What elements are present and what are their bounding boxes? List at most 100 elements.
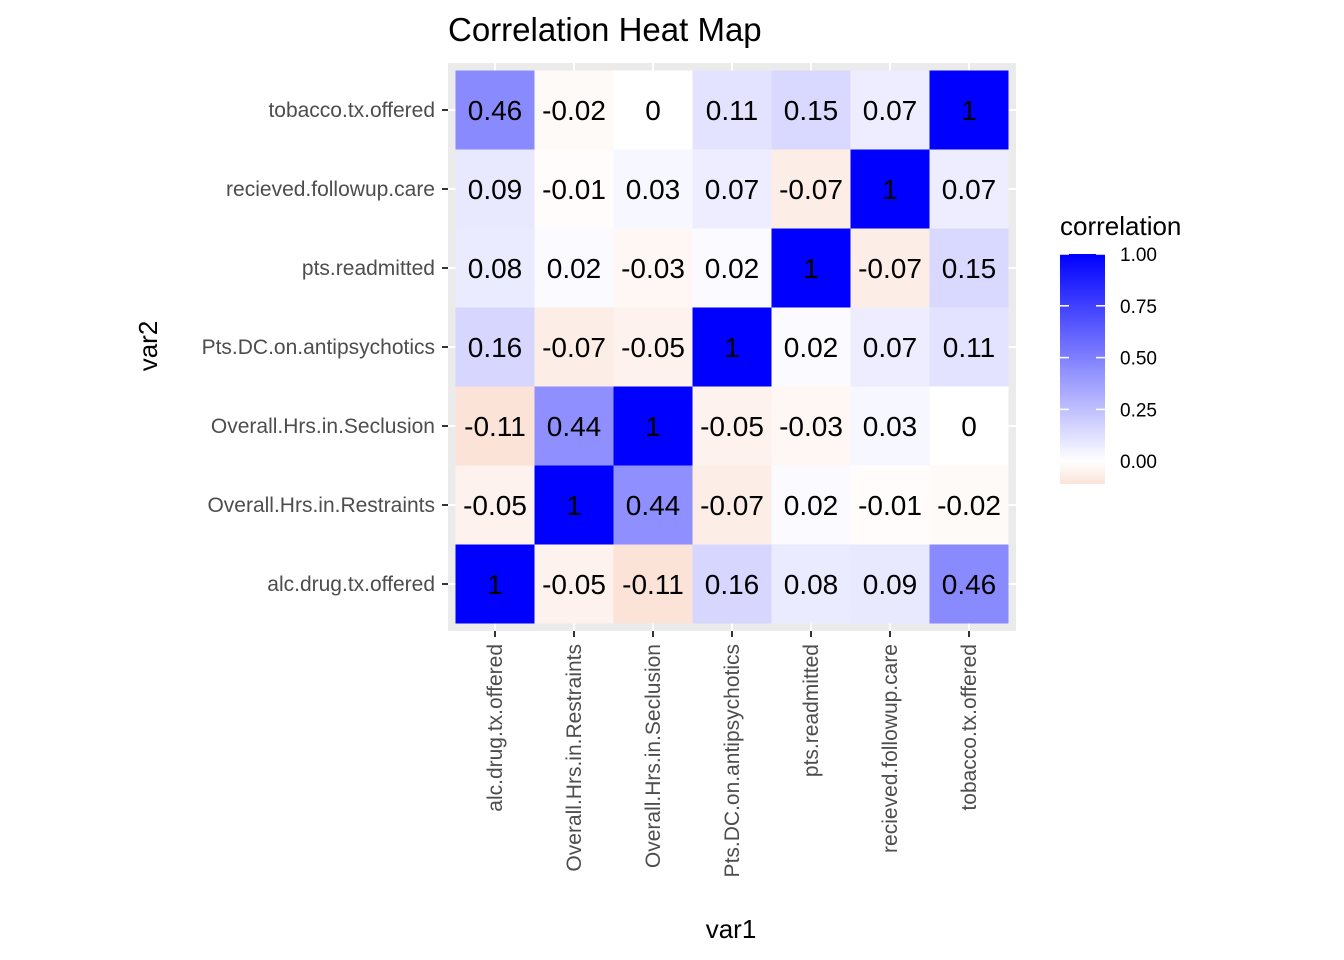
heatmap-cell [613,228,693,308]
cell-value-label: 0.15 [942,253,997,284]
y-tick-label: pts.readmitted [302,257,435,280]
heatmap-cell [613,544,693,624]
heatmap-cell [929,307,1009,387]
heatmap-cell [534,149,614,229]
x-axis-title: var1 [706,914,757,944]
cell-value-label: 0.16 [468,332,523,363]
cell-value-label: 0.02 [784,490,839,521]
heatmap-cell [771,544,851,624]
cell-value-label: -0.07 [779,174,843,205]
cell-value-label: 0.09 [863,569,918,600]
cell-value-label: 0.16 [705,569,760,600]
heatmap-cell [929,70,1009,150]
cell-value-label: 1 [882,174,898,205]
cell-value-label: -0.02 [542,95,606,126]
y-tick-label: recieved.followup.care [226,178,435,201]
heatmap-cell [929,465,1009,545]
cell-value-label: 0.11 [943,332,995,363]
heatmap-cell [692,149,772,229]
heatmap-cell [455,465,535,545]
cell-value-label: 1 [961,95,977,126]
heatmap-cell [850,149,930,229]
cell-value-label: 1 [645,411,661,442]
cell-value-label: -0.03 [621,253,685,284]
cell-value-label: 0.07 [705,174,760,205]
heatmap-cell [850,307,930,387]
cell-value-label: -0.05 [463,490,527,521]
heatmap-cell [613,70,693,150]
heatmap-cell [613,386,693,466]
legend-tick-label: 0.75 [1120,297,1157,318]
cell-value-label: 1 [803,253,819,284]
cell-value-label: 0.07 [942,174,997,205]
cell-value-label: -0.07 [542,332,606,363]
legend-tick-label: 0.25 [1120,400,1157,421]
legend-tick-label: 0.50 [1120,349,1157,370]
heatmap-cell [534,70,614,150]
y-tick-label: tobacco.tx.offered [268,99,435,122]
cell-value-label: 0.11 [706,95,758,126]
heatmap-cell [771,70,851,150]
heatmap-cell [455,386,535,466]
heatmap-cell [692,307,772,387]
cell-value-label: 0.07 [863,95,918,126]
heatmap-cell [613,149,693,229]
x-tick-label: Overall.Hrs.in.Seclusion [642,644,665,868]
x-tick-label: pts.readmitted [800,644,823,777]
heatmap-cell [929,149,1009,229]
heatmap-cell [692,386,772,466]
cell-value-label: 0.44 [547,411,602,442]
cell-value-label: -0.11 [622,569,684,600]
cell-value-label: -0.07 [858,253,922,284]
cell-value-label: 0 [645,95,661,126]
cell-value-label: 0.02 [705,253,760,284]
legend-tick-label: 1.00 [1120,245,1157,266]
heatmap-cell [850,70,930,150]
heatmap-cell [771,386,851,466]
y-tick-label: Overall.Hrs.in.Seclusion [211,415,435,438]
heatmap-cell [692,228,772,308]
y-axis: alc.drug.tx.offered Overall.Hrs.in.Restra… [202,99,448,596]
cell-value-label: -0.05 [700,411,764,442]
cell-value-label: 0.03 [626,174,681,205]
heatmap-cell [534,544,614,624]
heatmap-cell [850,386,930,466]
heatmap-cell [455,544,535,624]
cell-value-label: 1 [566,490,582,521]
heatmap-cell [534,465,614,545]
cell-value-label: 0.02 [547,253,602,284]
color-legend: correlation 1.00 0.75 0.50 0.25 0.00 [1060,211,1181,484]
cell-value-label: 0.03 [863,411,918,442]
heatmap-cell [613,465,693,545]
cell-value-label: -0.05 [542,569,606,600]
cell-value-label: 0.07 [863,332,918,363]
cell-value-label: -0.01 [542,174,606,205]
heatmap-cell [771,307,851,387]
heatmap-cell [455,70,535,150]
cell-value-label: 0.08 [468,253,523,284]
heatmap-cell [455,228,535,308]
heatmap-cell [534,228,614,308]
heatmap-cell [692,544,772,624]
x-tick-label: Pts.DC.on.antipsychotics [721,644,744,877]
y-axis-title: var2 [133,321,163,372]
heatmap-cell [534,386,614,466]
x-tick-label: alc.drug.tx.offered [484,644,507,812]
heatmap-cell [850,228,930,308]
heatmap-cell [534,307,614,387]
heatmap-cell [929,544,1009,624]
cell-value-label: -0.11 [464,411,526,442]
cell-value-label: -0.01 [858,490,922,521]
heatmap-cell [771,228,851,308]
x-tick-label: tobacco.tx.offered [958,644,981,811]
heatmap-cell [850,465,930,545]
cell-value-label: 0.44 [626,490,681,521]
heatmap-cell [929,386,1009,466]
cell-value-label: 0 [961,411,977,442]
heatmap-cell [692,70,772,150]
cell-value-label: -0.05 [621,332,685,363]
heatmap-panel: 1 -0.05 -0.11 0.16 0.08 0.09 0.46 -0.05 1 0.44 -0.… [448,63,1016,631]
chart-title: Correlation Heat Map [448,11,762,48]
cell-value-label: -0.02 [937,490,1001,521]
